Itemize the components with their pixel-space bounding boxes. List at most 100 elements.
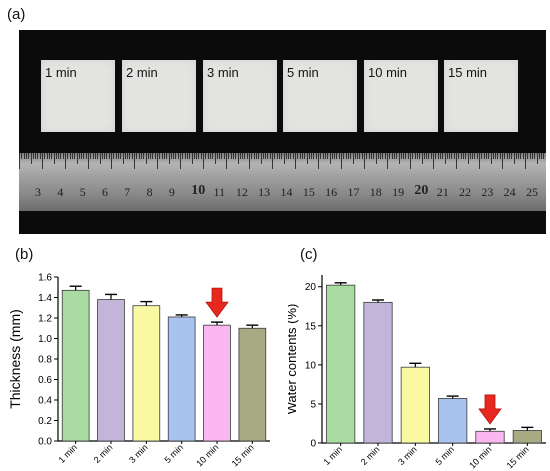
- panel-label-b: (b): [15, 246, 34, 263]
- sample-3min: 3 min: [203, 60, 277, 132]
- ruler-tick: [338, 153, 340, 159]
- ruler-tick: [308, 153, 310, 159]
- ruler-tick: [366, 153, 368, 159]
- x-tick-label: 15 min: [230, 442, 256, 468]
- ruler-tick: [299, 153, 301, 159]
- sample-2min: 2 min: [122, 60, 196, 132]
- y-tick-label: 0.2: [38, 416, 52, 427]
- bar: [61, 289, 90, 442]
- ruler-tick: [419, 153, 421, 159]
- ruler-tick: [138, 153, 140, 159]
- bar: [97, 299, 125, 442]
- ruler-tick: [453, 153, 455, 159]
- panel-label-c: (c): [300, 246, 318, 263]
- ruler-number: 14: [280, 185, 293, 199]
- ruler-tick: [361, 153, 363, 159]
- y-tick-label: 15: [305, 321, 317, 332]
- ruler-tick: [186, 153, 188, 159]
- ruler-tick: [382, 153, 384, 159]
- ruler-tick: [515, 153, 517, 159]
- panel-label-a: (a): [7, 6, 26, 23]
- ruler-tick: [124, 153, 126, 159]
- ruler-tick: [129, 153, 131, 159]
- highlight-arrow: [478, 394, 502, 425]
- x-tick-label: 3 min: [127, 442, 150, 465]
- ruler-tick: [354, 153, 356, 159]
- y-tick-label: 1.2: [38, 314, 52, 325]
- ruler-tick: [345, 153, 347, 159]
- sample-label: 3 min: [207, 65, 239, 80]
- highlight-arrow: [205, 287, 229, 318]
- ruler-tick: [237, 153, 239, 164]
- ruler-number: 4: [57, 185, 64, 199]
- ruler-tick: [193, 153, 195, 159]
- ruler-tick: [189, 153, 191, 159]
- water-content-chart: 0 5 10 15 20 Water contents (%) 1 min 2 min 3 mi…: [288, 275, 546, 471]
- ruler-tick: [58, 153, 60, 159]
- ruler-tick: [407, 153, 409, 159]
- ruler-tick: [541, 153, 543, 159]
- ruler-tick: [327, 153, 329, 159]
- ruler-tick: [55, 153, 57, 159]
- ruler-tick: [221, 153, 223, 159]
- ruler-number: 15: [302, 185, 315, 199]
- sample-photo: 1 min 2 min 3 min 5 min 10 min 15 min 3 4…: [19, 30, 546, 234]
- ruler-tick: [278, 153, 280, 159]
- sample-10min: 10 min: [364, 60, 438, 132]
- ruler-tick: [426, 153, 428, 159]
- ruler-tick: [290, 153, 292, 159]
- ruler-tick: [423, 153, 425, 159]
- bar: [326, 284, 356, 444]
- ruler-tick: [113, 153, 115, 159]
- ruler-number: 23: [481, 185, 494, 199]
- y-axis-label: Water contents (%): [288, 304, 299, 415]
- ruler-tick: [131, 153, 133, 159]
- ruler-tick: [53, 153, 55, 164]
- y-tick-label: 0.0: [38, 437, 52, 448]
- sample-label: 5 min: [287, 65, 319, 80]
- ruler-tick: [380, 153, 382, 159]
- x-tick-label: 1 min: [321, 444, 344, 467]
- ruler-tick: [536, 153, 538, 164]
- ruler-tick: [283, 153, 285, 164]
- ruler-number: 6: [101, 185, 108, 199]
- ruler-number: 19: [392, 185, 405, 199]
- ruler-tick: [442, 153, 444, 159]
- ruler-tick: [497, 153, 499, 159]
- ruler-tick: [88, 153, 89, 169]
- ruler-number: 21: [436, 185, 449, 199]
- ruler-tick: [400, 153, 402, 159]
- ruler-tick: [504, 153, 506, 159]
- bar: [400, 366, 430, 444]
- ruler-tick: [350, 153, 352, 159]
- ruler-tick: [460, 153, 462, 159]
- ruler-tick: [69, 153, 71, 159]
- ruler-tick: [136, 153, 138, 159]
- ruler-tick: [306, 153, 308, 164]
- ruler-tick: [398, 153, 400, 164]
- ruler-tick: [214, 153, 216, 164]
- ruler-tick: [255, 153, 257, 159]
- ruler-tick: [295, 153, 296, 169]
- y-axis-label: Thickness (mm): [7, 309, 23, 409]
- y-tick-label: 10: [305, 360, 317, 371]
- ruler-tick: [428, 153, 430, 159]
- ruler-tick: [28, 153, 30, 159]
- ruler-tick: [377, 153, 379, 159]
- bar: [132, 305, 161, 442]
- ruler-tick: [481, 153, 483, 159]
- ruler-tick: [485, 153, 487, 159]
- ruler-tick: [479, 153, 480, 169]
- ruler-tick: [219, 153, 221, 159]
- ruler-tick: [253, 153, 255, 159]
- ruler-tick: [531, 153, 533, 159]
- ruler-tick: [239, 153, 241, 159]
- ruler-tick: [166, 153, 168, 159]
- ruler-number: 11: [213, 185, 226, 199]
- bar: [512, 430, 542, 444]
- ruler-number: 16: [325, 185, 338, 199]
- ruler-tick: [435, 153, 437, 159]
- ruler-tick: [78, 153, 80, 159]
- ruler-tick: [329, 153, 331, 164]
- ruler-tick: [32, 153, 34, 159]
